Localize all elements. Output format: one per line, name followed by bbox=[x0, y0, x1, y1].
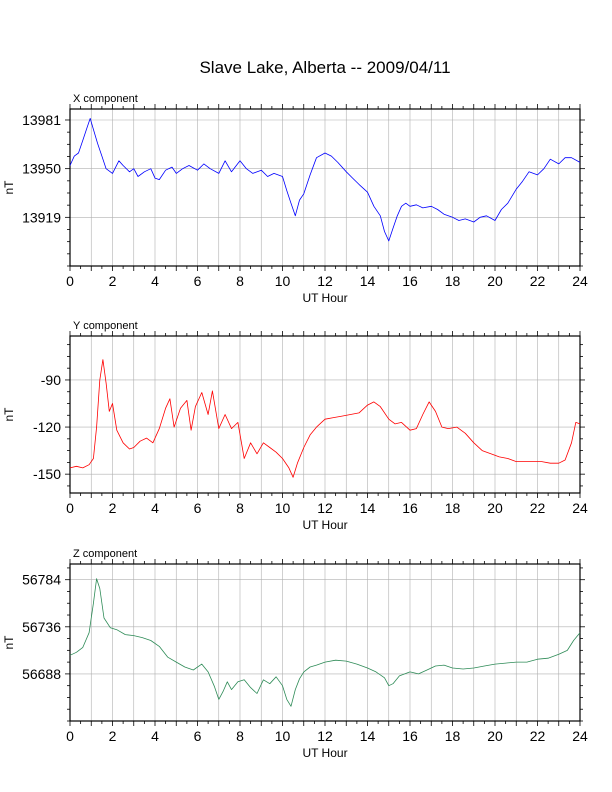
x-tick-label: 22 bbox=[530, 728, 546, 744]
x-tick-label: 24 bbox=[572, 273, 588, 289]
x-tick-label: 10 bbox=[275, 728, 291, 744]
y-axis-label: nT bbox=[2, 635, 16, 650]
page-title: Slave Lake, Alberta -- 2009/04/11 bbox=[199, 58, 451, 77]
y-tick-label: 56736 bbox=[22, 619, 61, 635]
x-tick-label: 16 bbox=[402, 273, 418, 289]
x-tick-label: 24 bbox=[572, 500, 588, 516]
x-tick-label: 20 bbox=[487, 728, 503, 744]
x-axis-label: UT Hour bbox=[302, 518, 347, 532]
x-tick-label: 8 bbox=[236, 273, 244, 289]
x-tick-label: 2 bbox=[109, 728, 117, 744]
y-tick-label: 13919 bbox=[22, 209, 61, 225]
x-tick-label: 18 bbox=[445, 500, 461, 516]
x-tick-label: 14 bbox=[360, 500, 376, 516]
x-tick-label: 12 bbox=[317, 273, 333, 289]
x-tick-label: 12 bbox=[317, 728, 333, 744]
x-tick-label: 0 bbox=[66, 273, 74, 289]
y-axis-label: nT bbox=[2, 180, 16, 195]
y-tick-label: -120 bbox=[33, 419, 61, 435]
x-tick-label: 10 bbox=[275, 273, 291, 289]
x-tick-label: 14 bbox=[360, 728, 376, 744]
x-tick-label: 8 bbox=[236, 500, 244, 516]
series-line-1 bbox=[69, 359, 581, 478]
y-tick-label: 56688 bbox=[22, 666, 61, 682]
y-axis-label: nT bbox=[2, 407, 16, 422]
x-tick-label: 16 bbox=[402, 728, 418, 744]
x-tick-label: 2 bbox=[109, 273, 117, 289]
panel-title: Z component bbox=[73, 548, 137, 560]
y-tick-label: 56784 bbox=[22, 572, 61, 588]
x-tick-label: 0 bbox=[66, 728, 74, 744]
y-tick-label: 13950 bbox=[22, 161, 61, 177]
x-tick-label: 2 bbox=[109, 500, 117, 516]
series-line-1 bbox=[69, 578, 581, 707]
x-tick-label: 22 bbox=[530, 273, 546, 289]
panel-title: X component bbox=[73, 93, 138, 105]
x-tick-label: 16 bbox=[402, 500, 418, 516]
y-tick-label: -150 bbox=[33, 466, 61, 482]
x-tick-label: 24 bbox=[572, 728, 588, 744]
x-tick-label: 20 bbox=[487, 500, 503, 516]
x-tick-label: 4 bbox=[151, 500, 159, 516]
x-tick-label: 6 bbox=[194, 728, 202, 744]
x-tick-label: 10 bbox=[275, 500, 291, 516]
x-tick-label: 8 bbox=[236, 728, 244, 744]
x-tick-label: 6 bbox=[194, 500, 202, 516]
series-line-1 bbox=[69, 118, 581, 242]
y-tick-label: 13981 bbox=[22, 112, 61, 128]
x-tick-label: 0 bbox=[66, 500, 74, 516]
x-axis-label: UT Hour bbox=[302, 291, 347, 305]
x-tick-label: 18 bbox=[445, 728, 461, 744]
x-tick-label: 14 bbox=[360, 273, 376, 289]
x-tick-label: 6 bbox=[194, 273, 202, 289]
x-tick-label: 4 bbox=[151, 728, 159, 744]
y-tick-label: -90 bbox=[41, 372, 61, 388]
panel-title: Y component bbox=[73, 320, 138, 332]
x-tick-label: 12 bbox=[317, 500, 333, 516]
x-tick-label: 20 bbox=[487, 273, 503, 289]
x-tick-label: 22 bbox=[530, 500, 546, 516]
x-tick-label: 4 bbox=[151, 273, 159, 289]
x-tick-label: 18 bbox=[445, 273, 461, 289]
x-axis-label: UT Hour bbox=[302, 746, 347, 760]
